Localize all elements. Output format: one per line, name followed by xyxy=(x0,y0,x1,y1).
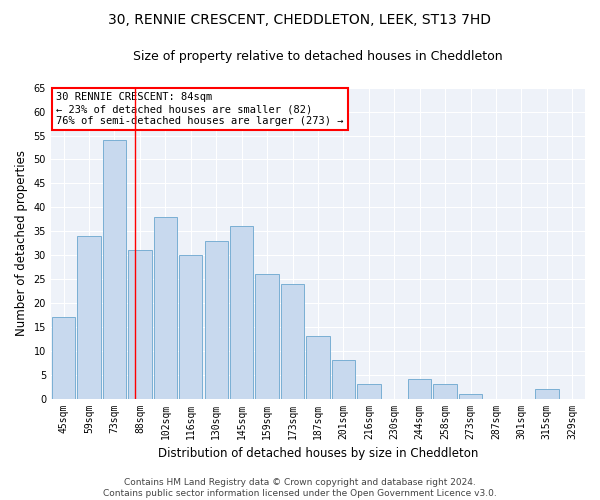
Bar xyxy=(230,226,253,398)
Bar xyxy=(154,217,177,398)
Bar xyxy=(128,250,152,398)
Text: 30, RENNIE CRESCENT, CHEDDLETON, LEEK, ST13 7HD: 30, RENNIE CRESCENT, CHEDDLETON, LEEK, S… xyxy=(109,12,491,26)
Bar xyxy=(332,360,355,399)
Bar xyxy=(205,241,228,398)
Bar xyxy=(77,236,101,398)
Text: 30 RENNIE CRESCENT: 84sqm
← 23% of detached houses are smaller (82)
76% of semi-: 30 RENNIE CRESCENT: 84sqm ← 23% of detac… xyxy=(56,92,344,126)
Bar xyxy=(357,384,380,398)
Bar xyxy=(52,318,76,398)
Bar xyxy=(459,394,482,398)
Bar xyxy=(256,274,279,398)
Bar xyxy=(306,336,329,398)
Y-axis label: Number of detached properties: Number of detached properties xyxy=(15,150,28,336)
X-axis label: Distribution of detached houses by size in Cheddleton: Distribution of detached houses by size … xyxy=(158,447,478,460)
Bar xyxy=(103,140,126,398)
Title: Size of property relative to detached houses in Cheddleton: Size of property relative to detached ho… xyxy=(133,50,503,63)
Text: Contains HM Land Registry data © Crown copyright and database right 2024.
Contai: Contains HM Land Registry data © Crown c… xyxy=(103,478,497,498)
Bar xyxy=(433,384,457,398)
Bar xyxy=(281,284,304,399)
Bar xyxy=(535,389,559,398)
Bar xyxy=(179,255,202,398)
Bar xyxy=(408,380,431,398)
